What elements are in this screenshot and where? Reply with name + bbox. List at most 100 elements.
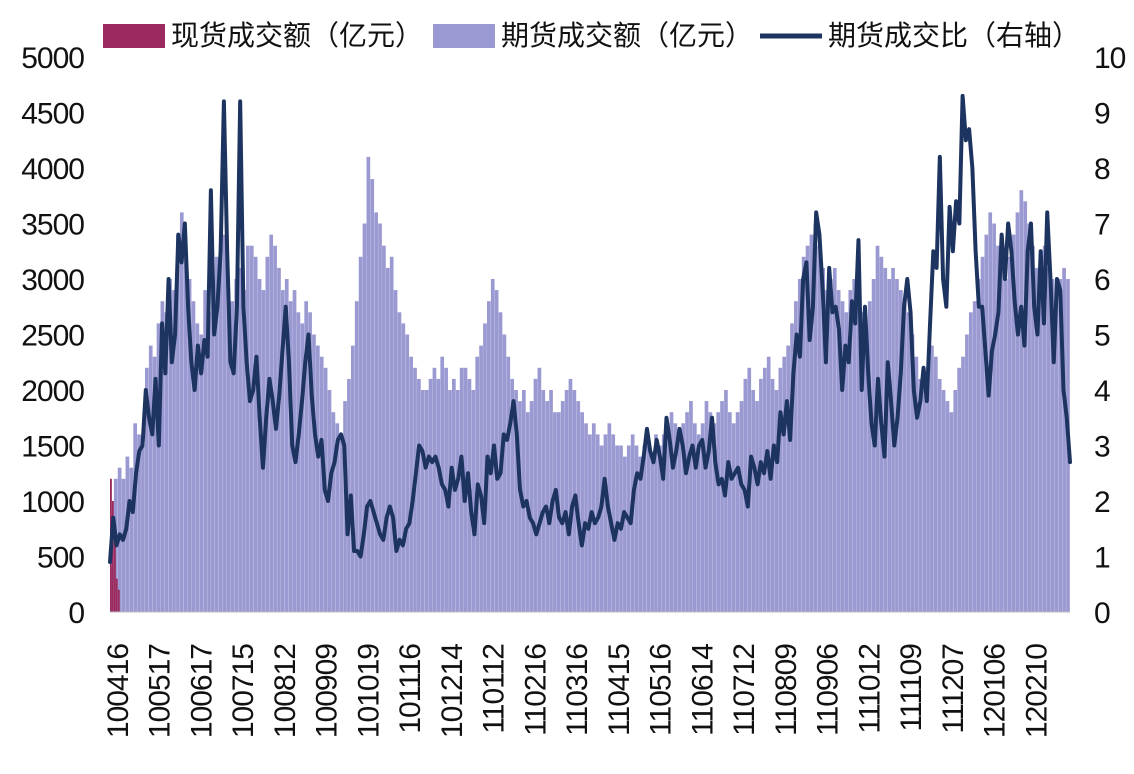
- x-tick-label: 100416: [102, 644, 135, 738]
- futures-bar: [319, 356, 324, 612]
- futures-bar: [191, 301, 196, 612]
- x-tick-label: 111109: [895, 644, 928, 732]
- futures-bar: [564, 390, 569, 612]
- futures-bar: [646, 445, 651, 612]
- x-tick-label: 110415: [603, 644, 636, 736]
- futures-bar: [949, 412, 954, 612]
- futures-bar: [774, 390, 779, 612]
- futures-bar: [902, 301, 907, 612]
- futures-bar: [148, 345, 153, 612]
- futures-bar: [172, 290, 176, 612]
- futures-bar: [794, 301, 798, 612]
- futures-bar: [246, 245, 250, 612]
- futures-bar: [1027, 223, 1031, 612]
- futures-bar: [634, 445, 639, 612]
- futures-bar: [335, 423, 340, 612]
- futures-bar: [661, 434, 666, 612]
- futures-bar: [1046, 267, 1051, 612]
- futures-bar: [813, 223, 818, 612]
- futures-bar: [296, 312, 301, 612]
- futures-bar: [650, 456, 654, 612]
- futures-bar: [945, 401, 950, 612]
- futures-bar: [226, 290, 231, 612]
- x-tick-label: 110809: [770, 644, 803, 736]
- futures-bar: [230, 301, 235, 612]
- futures-bar: [281, 290, 285, 612]
- futures-bar: [203, 290, 207, 612]
- x-tick-label: 110906: [812, 644, 845, 736]
- futures-bar: [214, 256, 219, 612]
- ratio-line: [108, 93, 1072, 565]
- futures-bar: [211, 279, 215, 612]
- futures-bar: [778, 367, 783, 612]
- futures-bar: [821, 267, 825, 612]
- x-axis-ticks: 100416 100517 100617 100715 100812 100909 1010…: [102, 644, 1053, 738]
- futures-bar: [331, 412, 336, 612]
- ratio-line-layer: [108, 93, 1072, 565]
- futures-bar: [957, 367, 961, 612]
- futures-bar: [1007, 256, 1012, 612]
- futures-bar: [141, 445, 145, 612]
- futures-bar: [782, 356, 787, 612]
- futures-bar: [354, 301, 359, 612]
- futures-bar: [790, 323, 794, 612]
- futures-bar: [553, 412, 557, 612]
- y-right-tick-label: 4: [1094, 375, 1110, 408]
- futures-bar: [339, 434, 343, 612]
- futures-bar: [1019, 190, 1024, 612]
- y-right-tick-label: 1: [1094, 542, 1110, 575]
- futures-bar: [988, 212, 993, 612]
- spot-bar: [113, 534, 116, 612]
- futures-bar: [914, 356, 919, 612]
- futures-bar: [156, 323, 161, 612]
- futures-bar: [253, 256, 258, 612]
- futures-bar: [829, 279, 833, 612]
- futures-bar: [514, 390, 518, 612]
- futures-bar: [137, 434, 141, 612]
- futures-bar: [685, 412, 689, 612]
- futures-bar: [992, 223, 996, 612]
- futures-bar: [389, 256, 394, 612]
- futures-bar: [436, 378, 441, 612]
- y-right-tick-label: 7: [1094, 209, 1110, 242]
- futures-bar: [759, 378, 763, 612]
- y-right-tick-label: 3: [1094, 431, 1110, 464]
- y-right-tick-label: 0: [1094, 597, 1110, 630]
- futures-bar: [382, 245, 386, 612]
- futures-bar: [471, 390, 476, 612]
- legend-label-futures: 期货成交额（亿元）: [501, 19, 753, 52]
- futures-bar: [284, 279, 289, 612]
- futures-bar: [638, 456, 643, 612]
- futures-bar: [786, 345, 790, 612]
- futures-bar: [848, 290, 853, 612]
- x-tick-label: 120210: [1020, 644, 1053, 738]
- futures-bar: [693, 423, 697, 612]
- futures-bar: [494, 290, 499, 612]
- futures-bar: [1038, 256, 1043, 612]
- futures-bar: [930, 345, 934, 612]
- futures-bar: [537, 367, 542, 612]
- futures-bar: [996, 245, 1000, 612]
- x-tick-label: 110316: [561, 644, 594, 736]
- futures-bar: [459, 367, 464, 612]
- futures-bar: [152, 356, 157, 612]
- futures-bar: [844, 312, 849, 612]
- futures-bar: [265, 256, 270, 612]
- y-left-tick-label: 0: [68, 597, 84, 630]
- futures-bar: [611, 434, 616, 612]
- legend-label-ratio: 期货成交比（右轴）: [828, 19, 1080, 52]
- futures-bar: [937, 378, 942, 612]
- futures-bar: [479, 345, 483, 612]
- y-right-tick-label: 8: [1094, 153, 1110, 186]
- futures-bar: [712, 423, 717, 612]
- futures-bar: [420, 390, 425, 612]
- futures-bar: [510, 378, 515, 612]
- futures-bar: [397, 312, 402, 612]
- futures-bar: [669, 412, 674, 612]
- futures-bar: [160, 301, 165, 612]
- futures-bar: [304, 301, 309, 612]
- futures-bar: [300, 323, 305, 612]
- futures-bar: [681, 423, 686, 612]
- futures-bar: [207, 312, 211, 612]
- futures-bar: [238, 267, 242, 612]
